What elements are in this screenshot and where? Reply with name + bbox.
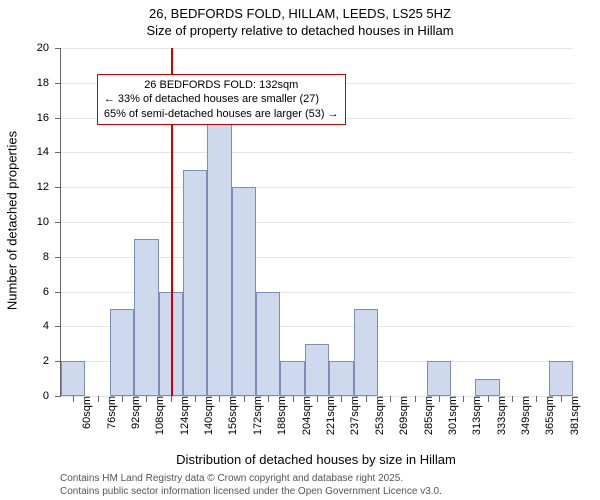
xtick-label: 60sqm (73, 396, 93, 429)
ytick-label: 4 (43, 320, 61, 332)
histogram-bar (256, 292, 280, 396)
histogram-bar (232, 187, 256, 396)
xtick-label: 349sqm (512, 396, 532, 435)
xtick-label: 269sqm (390, 396, 410, 435)
histogram-bar (354, 309, 378, 396)
title-line-2: Size of property relative to detached ho… (0, 23, 600, 40)
xtick-label: 108sqm (146, 396, 166, 435)
xtick-label: 285sqm (415, 396, 435, 435)
histogram-bar (305, 344, 329, 396)
ytick-label: 14 (37, 146, 61, 158)
histogram-bar (183, 170, 207, 396)
histogram-bar (134, 239, 158, 396)
xtick-label: 301sqm (439, 396, 459, 435)
footer-attribution: Contains HM Land Registry data © Crown c… (60, 472, 442, 498)
ytick-label: 20 (37, 42, 61, 54)
ytick-label: 2 (43, 355, 61, 367)
histogram-bar (61, 361, 85, 396)
title-line-1: 26, BEDFORDS FOLD, HILLAM, LEEDS, LS25 5… (0, 6, 600, 23)
histogram-chart: 26, BEDFORDS FOLD, HILLAM, LEEDS, LS25 5… (0, 0, 600, 500)
ytick-label: 6 (43, 286, 61, 298)
ytick-label: 16 (37, 112, 61, 124)
footer-line-1: Contains HM Land Registry data © Crown c… (60, 472, 442, 485)
xtick-label: 381sqm (561, 396, 581, 435)
ytick-label: 18 (37, 77, 61, 89)
chart-title: 26, BEDFORDS FOLD, HILLAM, LEEDS, LS25 5… (0, 6, 600, 40)
gridline (61, 152, 573, 153)
xtick-label: 92sqm (122, 396, 142, 429)
ytick-label: 12 (37, 181, 61, 193)
xtick-label: 221sqm (317, 396, 337, 435)
xtick-label: 172sqm (244, 396, 264, 435)
gridline (61, 222, 573, 223)
xtick-label: 156sqm (219, 396, 239, 435)
xtick-label: 140sqm (195, 396, 215, 435)
footer-line-2: Contains public sector information licen… (60, 485, 442, 498)
gridline (61, 48, 573, 49)
gridline (61, 187, 573, 188)
annotation-line: 65% of semi-detached houses are larger (… (104, 107, 339, 121)
xtick-label: 333sqm (488, 396, 508, 435)
histogram-bar (280, 361, 304, 396)
xtick-label: 188sqm (268, 396, 288, 435)
xtick-label: 76sqm (98, 396, 118, 429)
xtick-label: 365sqm (536, 396, 556, 435)
ytick-label: 0 (43, 390, 61, 402)
x-axis-title: Distribution of detached houses by size … (60, 452, 572, 467)
histogram-bar (207, 118, 231, 396)
xtick-label: 124sqm (171, 396, 191, 435)
xtick-label: 313sqm (463, 396, 483, 435)
histogram-bar (549, 361, 573, 396)
plot-area: 0246810121416182060sqm76sqm92sqm108sqm12… (60, 48, 573, 397)
y-axis-title: Number of detached properties (5, 47, 20, 395)
histogram-bar (110, 309, 134, 396)
annotation-box: 26 BEDFORDS FOLD: 132sqm← 33% of detache… (97, 74, 346, 125)
xtick-label: 237sqm (341, 396, 361, 435)
ytick-label: 10 (37, 216, 61, 228)
histogram-bar (427, 361, 451, 396)
annotation-line: 26 BEDFORDS FOLD: 132sqm (104, 78, 339, 92)
xtick-label: 204sqm (293, 396, 313, 435)
histogram-bar (329, 361, 353, 396)
ytick-label: 8 (43, 251, 61, 263)
histogram-bar (475, 379, 499, 396)
xtick-label: 253sqm (366, 396, 386, 435)
annotation-line: ← 33% of detached houses are smaller (27… (104, 92, 339, 106)
